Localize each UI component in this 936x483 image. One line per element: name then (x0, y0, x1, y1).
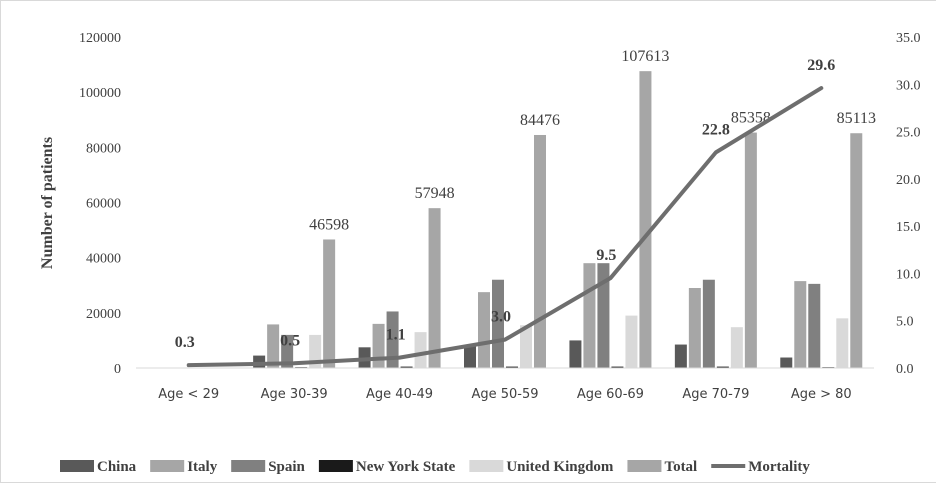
x-tick-label: Age > 80 (791, 387, 852, 402)
bar-italy (372, 323, 385, 368)
legend-label: Spain (268, 459, 305, 475)
x-tick-label: Age 50-59 (471, 387, 538, 402)
total-data-label: 57948 (415, 185, 455, 202)
mortality-data-label: 22.8 (702, 121, 730, 138)
bar-united-kingdom (414, 332, 427, 368)
legend-label: New York State (356, 459, 456, 475)
legend-swatch (469, 460, 504, 472)
legend-label: Total (664, 459, 697, 475)
legend-label: Italy (187, 459, 218, 475)
y2-tick-label: 15.0 (896, 220, 921, 235)
legend-label: China (97, 459, 137, 475)
bar-new-york-state (400, 366, 413, 368)
x-tick-label: Age 30-39 (261, 387, 328, 402)
bar-united-kingdom (625, 315, 638, 368)
bar-italy (478, 292, 490, 368)
bar-total (850, 133, 863, 368)
total-labels: 46598 57948 84476 107613 85358 85113 (309, 48, 876, 233)
mortality-line (186, 86, 824, 368)
y-tick-label: 60000 (86, 197, 121, 212)
bar-spain (702, 279, 715, 368)
bar-china (780, 357, 793, 368)
legend-swatch (60, 460, 94, 472)
x-tick-label: Age 60-69 (577, 387, 644, 402)
bar-italy (794, 281, 807, 368)
mortality-data-label: 3.0 (491, 309, 511, 326)
y2-tick-label: 10.0 (896, 267, 921, 282)
x-tick-label: Age < 29 (158, 387, 219, 402)
y-axis-right-ticks: 0.0 5.0 10.0 15.0 20.0 25.0 30.0 35.0 (896, 31, 921, 377)
mortality-data-label: 0.3 (175, 334, 195, 351)
bar-china (569, 340, 582, 368)
bar-italy (267, 324, 280, 368)
bar-spain (597, 263, 610, 368)
bar-italy (583, 263, 596, 368)
mortality-data-label: 29.6 (807, 57, 835, 74)
legend-label: United Kingdom (506, 459, 614, 475)
bar-new-york-state (716, 366, 729, 368)
y2-tick-label: 35.0 (896, 31, 921, 46)
mortality-data-label: 1.1 (386, 327, 406, 344)
bar-italy (688, 288, 701, 368)
total-data-label: 85358 (731, 110, 771, 127)
bar-united-kingdom (730, 327, 743, 368)
bar-spain (386, 311, 399, 368)
y-axis-title: Number of patients (39, 137, 56, 269)
total-data-label: 107613 (621, 48, 669, 65)
bar-china (674, 344, 687, 368)
y-axis-left-ticks: 0 20000 40000 60000 80000 100000 120000 (79, 31, 121, 377)
bar-total (639, 71, 652, 368)
bar-total (428, 208, 441, 368)
legend-swatch (150, 460, 185, 472)
y-tick-label: 120000 (79, 31, 121, 46)
y-tick-label: 40000 (86, 252, 121, 267)
bar-china (464, 345, 476, 368)
y2-tick-label: 0.0 (896, 362, 914, 377)
y-tick-label: 100000 (79, 86, 121, 101)
total-data-label: 85113 (837, 110, 876, 127)
mortality-data-label: 9.5 (596, 247, 616, 264)
y2-tick-label: 25.0 (896, 126, 921, 141)
y-tick-label: 20000 (86, 307, 121, 322)
legend-swatch (318, 460, 353, 472)
bar-total (744, 132, 757, 368)
y2-tick-label: 20.0 (896, 173, 921, 188)
mortality-data-label: 0.5 (280, 332, 300, 349)
x-tick-label: Age 40-49 (366, 387, 433, 402)
bar-new-york-state (506, 366, 518, 368)
bar-new-york-state (611, 366, 624, 368)
legend: China Italy Spain New York State United King… (60, 459, 810, 475)
y2-tick-label: 30.0 (896, 78, 921, 93)
bar-united-kingdom (309, 334, 322, 368)
total-data-label: 84476 (520, 112, 560, 129)
bar-spain (808, 283, 821, 368)
bars (136, 71, 874, 369)
x-axis-ticks: Age < 29 Age 30-39 Age 40-49 Age 50-59 Age 6… (158, 387, 851, 402)
bar-spain (492, 279, 504, 368)
legend-label: Mortality (748, 459, 810, 475)
legend-swatch (627, 460, 662, 472)
total-data-label: 46598 (309, 216, 349, 233)
y-tick-label: 80000 (86, 141, 121, 156)
y-tick-label: 0 (114, 362, 121, 377)
x-tick-label: Age 70-79 (682, 387, 749, 402)
bar-total (534, 134, 546, 368)
bar-united-kingdom (520, 325, 532, 368)
legend-swatch (231, 460, 266, 472)
bar-united-kingdom (836, 318, 849, 368)
mortality-line-group: 0.3 0.5 1.1 3.0 9.5 22.8 29.6 (175, 57, 835, 368)
bar-china (253, 355, 266, 368)
bar-spain (281, 334, 294, 368)
y2-tick-label: 5.0 (896, 315, 914, 330)
bar-total (323, 239, 336, 368)
